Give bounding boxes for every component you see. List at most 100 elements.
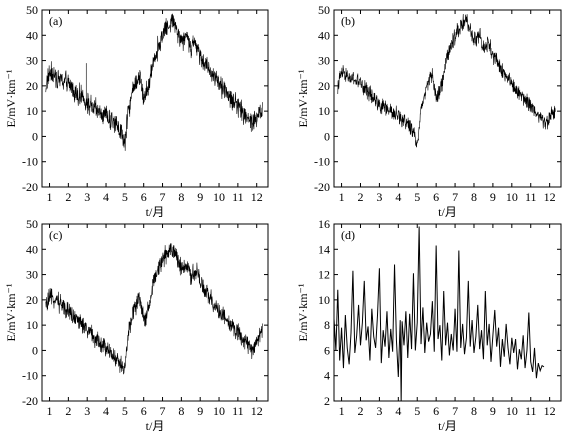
panel-label: (a) bbox=[49, 14, 62, 28]
x-tick-label: 11 bbox=[232, 404, 244, 418]
x-tick-label: 11 bbox=[525, 404, 537, 418]
x-tick-label: 8 bbox=[471, 404, 477, 418]
panel-label: (c) bbox=[49, 228, 62, 242]
x-tick-label: 6 bbox=[433, 190, 439, 204]
x-tick-label: 4 bbox=[395, 190, 401, 204]
x-tick-label: 6 bbox=[433, 404, 439, 418]
x-tick-label: 9 bbox=[490, 404, 496, 418]
x-tick-label: 8 bbox=[178, 190, 184, 204]
x-tick-label: 5 bbox=[122, 190, 128, 204]
x-tick-label: 4 bbox=[103, 190, 109, 204]
x-tick-label: 2 bbox=[357, 190, 363, 204]
plot-frame bbox=[41, 9, 269, 188]
x-axis-label: t/月 bbox=[146, 419, 165, 433]
x-tick-label: 1 bbox=[47, 190, 53, 204]
x-tick-label: 7 bbox=[160, 190, 166, 204]
x-tick-label: 8 bbox=[471, 190, 477, 204]
y-tick-label: 0 bbox=[324, 129, 330, 143]
x-tick-label: 3 bbox=[376, 190, 382, 204]
y-tick-label: 20 bbox=[26, 293, 38, 307]
y-tick-label: 10 bbox=[26, 104, 38, 118]
x-tick-label: 7 bbox=[452, 404, 458, 418]
y-tick-label: 8 bbox=[324, 318, 330, 332]
panel-label: (b) bbox=[341, 14, 355, 28]
y-tick-label: 20 bbox=[318, 79, 330, 93]
x-tick-label: 6 bbox=[141, 404, 147, 418]
plot-frame bbox=[333, 9, 562, 188]
y-tick-label: -10 bbox=[314, 155, 330, 169]
y-tick-label: 20 bbox=[26, 79, 38, 93]
x-tick-label: 9 bbox=[197, 190, 203, 204]
y-tick-label: 16 bbox=[318, 217, 330, 231]
x-tick-label: 5 bbox=[414, 404, 420, 418]
x-tick-label: 1 bbox=[339, 190, 345, 204]
x-axis-label: t/月 bbox=[146, 205, 165, 219]
y-tick-label: -20 bbox=[314, 180, 330, 194]
y-tick-label: 50 bbox=[26, 217, 38, 231]
y-tick-label: 0 bbox=[32, 129, 38, 143]
x-tick-label: 2 bbox=[65, 404, 71, 418]
x-axis-label: t/月 bbox=[438, 419, 457, 433]
x-tick-label: 6 bbox=[141, 190, 147, 204]
series-line-1 bbox=[45, 13, 263, 151]
panel-label: (d) bbox=[341, 228, 355, 242]
x-tick-label: 10 bbox=[506, 404, 518, 418]
series-line-1 bbox=[337, 13, 556, 148]
y-tick-label: 12 bbox=[318, 268, 330, 282]
y-axis-label: E/mV·km⁻¹ bbox=[4, 283, 18, 341]
y-tick-label: 50 bbox=[26, 3, 38, 17]
y-axis-label: E/mV·km⁻¹ bbox=[4, 69, 18, 127]
y-tick-label: 2 bbox=[324, 394, 330, 408]
x-tick-label: 10 bbox=[213, 404, 225, 418]
x-tick-label: 11 bbox=[525, 190, 537, 204]
y-tick-label: 10 bbox=[26, 318, 38, 332]
y-axis-label: E/mV·km⁻¹ bbox=[296, 283, 310, 341]
y-tick-label: -10 bbox=[22, 369, 38, 383]
x-tick-label: 9 bbox=[197, 404, 203, 418]
x-tick-label: 7 bbox=[452, 190, 458, 204]
y-tick-label: 40 bbox=[318, 28, 330, 42]
x-tick-label: 9 bbox=[490, 190, 496, 204]
series-line-1 bbox=[45, 243, 263, 375]
y-tick-label: 14 bbox=[318, 242, 330, 256]
x-tick-label: 12 bbox=[544, 190, 556, 204]
y-tick-label: 30 bbox=[26, 268, 38, 282]
y-tick-label: 30 bbox=[26, 54, 38, 68]
series-line-1 bbox=[334, 226, 545, 401]
plot-frame bbox=[41, 223, 269, 402]
y-tick-label: 4 bbox=[324, 369, 330, 383]
x-tick-label: 12 bbox=[251, 190, 263, 204]
y-tick-label: 10 bbox=[318, 293, 330, 307]
x-tick-label: 12 bbox=[544, 404, 556, 418]
y-tick-label: 0 bbox=[32, 343, 38, 357]
x-tick-label: 12 bbox=[251, 404, 263, 418]
y-tick-label: -20 bbox=[22, 394, 38, 408]
y-tick-label: 40 bbox=[26, 28, 38, 42]
x-tick-label: 3 bbox=[376, 404, 382, 418]
x-tick-label: 2 bbox=[357, 404, 363, 418]
x-tick-label: 2 bbox=[65, 190, 71, 204]
x-axis-label: t/月 bbox=[438, 205, 457, 219]
x-tick-label: 5 bbox=[414, 190, 420, 204]
x-tick-label: 10 bbox=[506, 190, 518, 204]
x-tick-label: 11 bbox=[232, 190, 244, 204]
y-tick-label: 10 bbox=[318, 104, 330, 118]
x-tick-label: 5 bbox=[122, 404, 128, 418]
y-tick-label: -10 bbox=[22, 155, 38, 169]
y-tick-label: 40 bbox=[26, 242, 38, 256]
x-tick-label: 10 bbox=[213, 190, 225, 204]
x-tick-label: 4 bbox=[395, 404, 401, 418]
y-axis-label: E/mV·km⁻¹ bbox=[296, 69, 310, 127]
x-tick-label: 1 bbox=[339, 404, 345, 418]
x-tick-label: 4 bbox=[103, 404, 109, 418]
y-tick-label: 50 bbox=[318, 3, 330, 17]
x-tick-label: 3 bbox=[84, 404, 90, 418]
x-tick-label: 3 bbox=[84, 190, 90, 204]
y-tick-label: -20 bbox=[22, 180, 38, 194]
x-tick-label: 7 bbox=[160, 404, 166, 418]
